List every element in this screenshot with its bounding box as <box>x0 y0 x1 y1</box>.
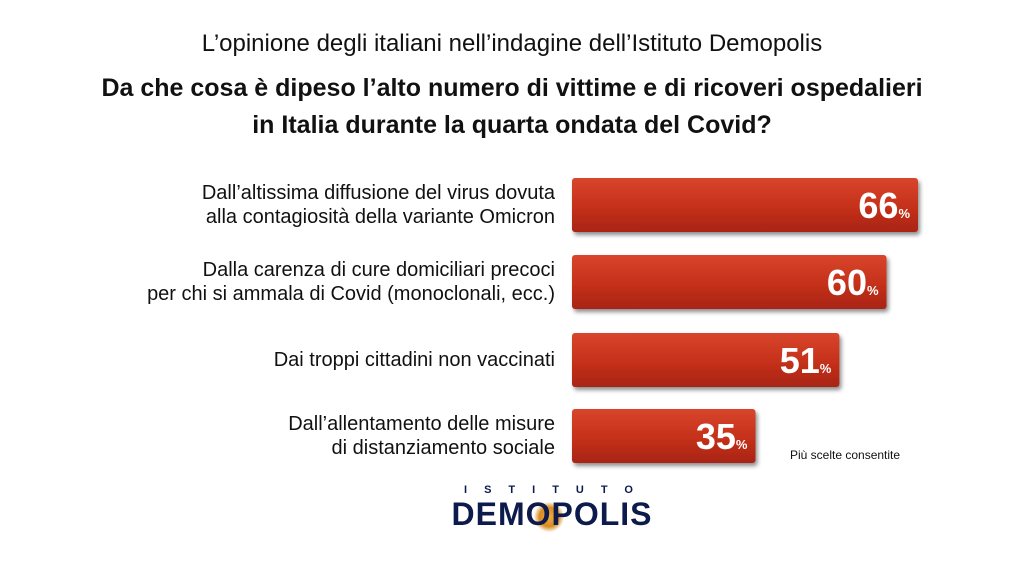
bars-group: 66% 60% 51% 35% <box>572 178 918 463</box>
bar-1 <box>572 178 918 232</box>
category-label-3-line-1: Dai troppi cittadini non vaccinati <box>273 349 555 371</box>
logo-orange-dot <box>534 502 564 532</box>
demopolis-logo: ISTITUTO DEMOPOLIS <box>418 484 686 534</box>
category-label-1-line-2: alla contagiosità della variante Omicron <box>205 206 555 228</box>
logo-top-text: ISTITUTO <box>464 484 650 496</box>
category-label-4-line-2: di distanziamento sociale <box>331 437 555 459</box>
category-label-3: Dai troppi cittadini non vaccinati <box>90 348 555 372</box>
category-label-1: Dall’altissima diffusione del virus dovu… <box>90 181 555 229</box>
bar-value-label-3: 51% <box>780 340 832 381</box>
multiple-choice-note: Più scelte consentite <box>790 448 901 462</box>
chart-title-line-2: in Italia durante la quarta ondata del C… <box>252 111 772 139</box>
bar-4 <box>572 409 756 463</box>
category-label-4-line-1: Dall’allentamento delle misure <box>288 413 555 435</box>
chart-title-line-1: Da che cosa è dipeso l’alto numero di vi… <box>101 74 923 102</box>
category-label-2: Dalla carenza di cure domiciliari precoc… <box>90 258 555 306</box>
category-label-4: Dall’allentamento delle misure di distanz… <box>90 412 555 460</box>
bar-value-label-4: 35% <box>696 416 748 457</box>
category-label-1-line-1: Dall’altissima diffusione del virus dovu… <box>201 182 555 204</box>
category-label-2-line-2: per chi si ammala di Covid (monoclonali,… <box>147 283 555 305</box>
bar-value-label-2: 60% <box>827 262 879 303</box>
bar-3 <box>572 333 840 387</box>
bar-2 <box>572 255 887 309</box>
category-label-2-line-1: Dalla carenza di cure domiciliari precoc… <box>202 259 555 281</box>
chart-title: Da che cosa è dipeso l’alto numero di vi… <box>92 70 932 144</box>
logo-main-text: DEMOPOLIS <box>451 496 653 532</box>
bar-value-label-1: 66% <box>858 185 910 226</box>
chart-subtitle: L’opinione degli italiani nell’indagine … <box>201 30 823 57</box>
